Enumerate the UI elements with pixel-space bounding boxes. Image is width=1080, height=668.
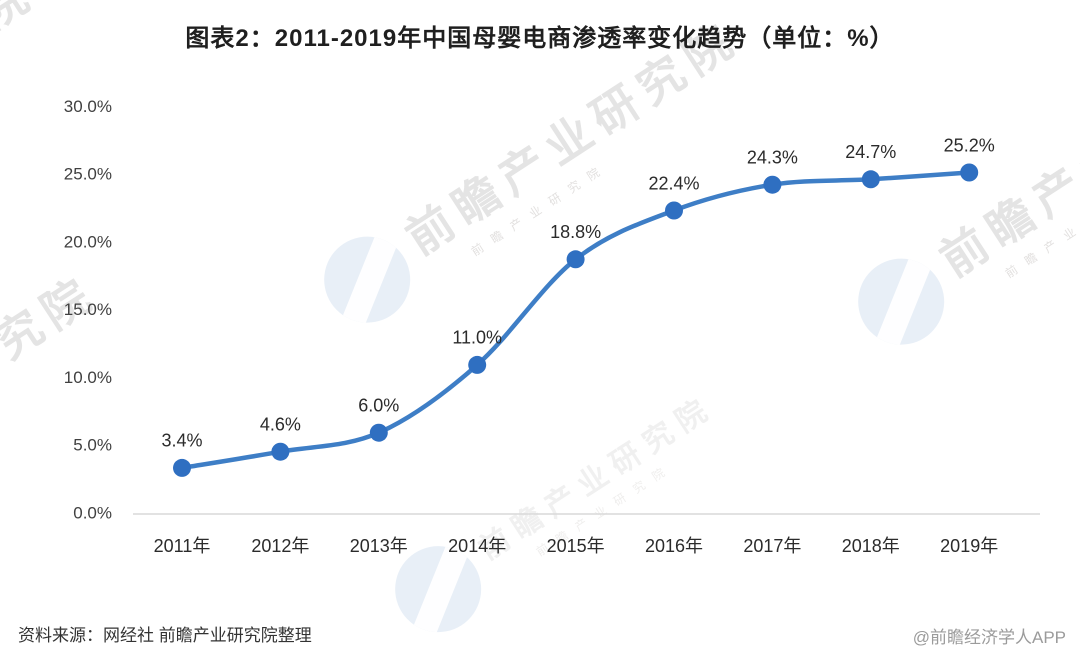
data-label: 25.2%: [944, 135, 995, 155]
source-note: 资料来源：网经社 前瞻产业研究院整理: [18, 626, 312, 645]
x-axis-tick: 2019年: [940, 536, 998, 556]
data-point: [271, 442, 290, 461]
data-point: [173, 458, 191, 477]
x-axis-tick: 2016年: [645, 536, 703, 556]
x-axis-tick: 2013年: [350, 536, 408, 556]
y-axis-tick: 10.0%: [64, 368, 112, 387]
credit-note: @前瞻经济学人APP: [912, 628, 1066, 647]
data-label: 3.4%: [161, 431, 202, 451]
data-label: 11.0%: [452, 328, 502, 348]
data-point: [369, 423, 388, 442]
x-axis-tick: 2018年: [842, 536, 900, 556]
x-axis-tick: 2015年: [547, 536, 605, 556]
data-point: [468, 355, 487, 374]
chart-title: 图表2：2011-2019年中国母婴电商渗透率变化趋势（单位：%）: [185, 25, 895, 52]
y-axis-tick: 5.0%: [73, 436, 112, 455]
y-axis-tick: 25.0%: [64, 165, 112, 184]
line-chart: 30.0% 25.0% 20.0% 15.0% 10.0% 5.0% 0.0% 3.4% 201…: [64, 97, 1040, 556]
data-point: [665, 201, 683, 220]
y-axis-tick: 30.0%: [64, 97, 112, 116]
x-axis-tick: 2017年: [743, 536, 801, 556]
data-point: [960, 163, 979, 182]
x-axis-tick: 2012年: [251, 536, 309, 556]
y-axis-tick: 20.0%: [64, 232, 112, 251]
data-label: 24.7%: [845, 142, 896, 162]
data-label: 4.6%: [260, 414, 301, 434]
y-axis-tick: 15.0%: [64, 300, 112, 319]
x-axis-tick: 2011年: [154, 536, 211, 556]
data-label: 6.0%: [358, 395, 399, 415]
data-label: 22.4%: [648, 173, 699, 193]
y-axis-tick: 0.0%: [73, 503, 112, 522]
data-point: [861, 170, 880, 189]
data-point: [763, 175, 782, 194]
data-label: 24.3%: [747, 147, 798, 167]
x-axis-tick: 2014年: [448, 536, 506, 556]
data-point: [566, 250, 585, 269]
data-label: 18.8%: [550, 222, 601, 242]
